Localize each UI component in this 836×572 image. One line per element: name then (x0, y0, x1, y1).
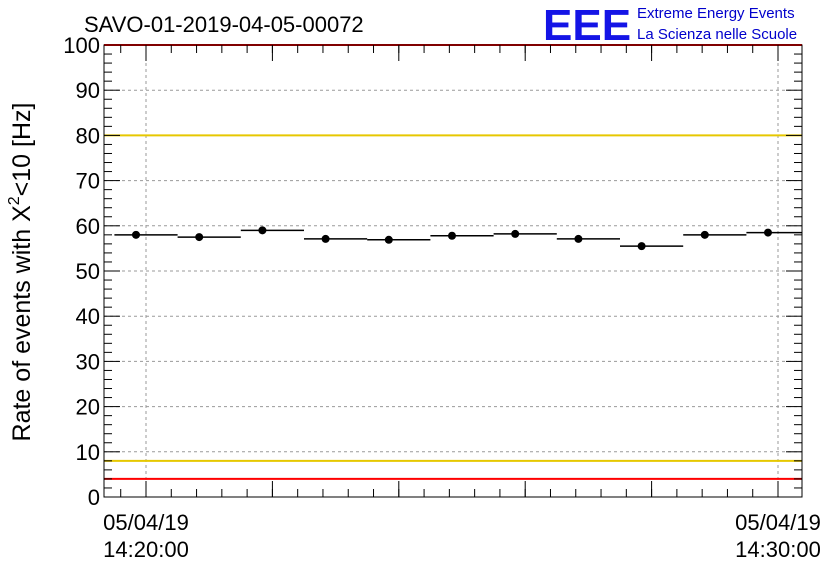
data-point (764, 228, 772, 237)
y-tick-label: 80 (76, 123, 100, 148)
logo-eee: EEE (543, 1, 631, 50)
logo-line-1: Extreme Energy Events (637, 5, 795, 22)
y-tick-label: 10 (76, 440, 100, 465)
y-axis-label: Rate of events with X2<10 [Hz] (6, 103, 36, 442)
data-point (321, 234, 330, 243)
y-tick-label: 90 (76, 78, 100, 103)
y-tick-label: 30 (76, 349, 100, 374)
x-tick-label-time: 14:30:00 (735, 537, 821, 562)
data-point (258, 226, 267, 235)
x-tick-label-date: 05/04/19 (103, 510, 189, 535)
eee-logo: EEE Extreme Energy Events La Scienza nel… (543, 1, 797, 50)
y-tick-label: 40 (76, 304, 100, 329)
data-point (700, 230, 709, 239)
x-tick-label-time: 14:20:00 (103, 537, 189, 562)
chart-title: SAVO-01-2019-04-05-00072 (84, 12, 364, 37)
y-tick-label: 60 (76, 214, 100, 239)
reference-lines (104, 44, 802, 480)
y-tick-label: 100 (63, 33, 100, 58)
data-point (448, 231, 456, 240)
y-tick-label: 20 (76, 395, 100, 420)
axis-labels: 010203040506070809010005/04/1914:20:0005… (63, 33, 821, 562)
x-tick-label-date: 05/04/19 (735, 510, 821, 535)
y-tick-label: 70 (76, 169, 100, 194)
axis-ticks (104, 44, 802, 498)
data-point (511, 229, 520, 238)
y-tick-label: 0 (88, 485, 100, 510)
data-point (132, 230, 140, 239)
data-point (384, 235, 393, 244)
grid (104, 44, 802, 498)
data-point (574, 234, 583, 243)
data-point (637, 242, 646, 251)
y-tick-label: 50 (76, 259, 100, 284)
y-axis-label-main: Rate of events with X (8, 205, 36, 442)
y-axis-label-tail: <10 [Hz] (8, 103, 36, 197)
y-axis-label-superscript: 2 (6, 196, 23, 205)
data-series (114, 226, 802, 251)
data-point (195, 233, 204, 242)
logo-line-2: La Scienza nelle Scuole (637, 26, 797, 43)
